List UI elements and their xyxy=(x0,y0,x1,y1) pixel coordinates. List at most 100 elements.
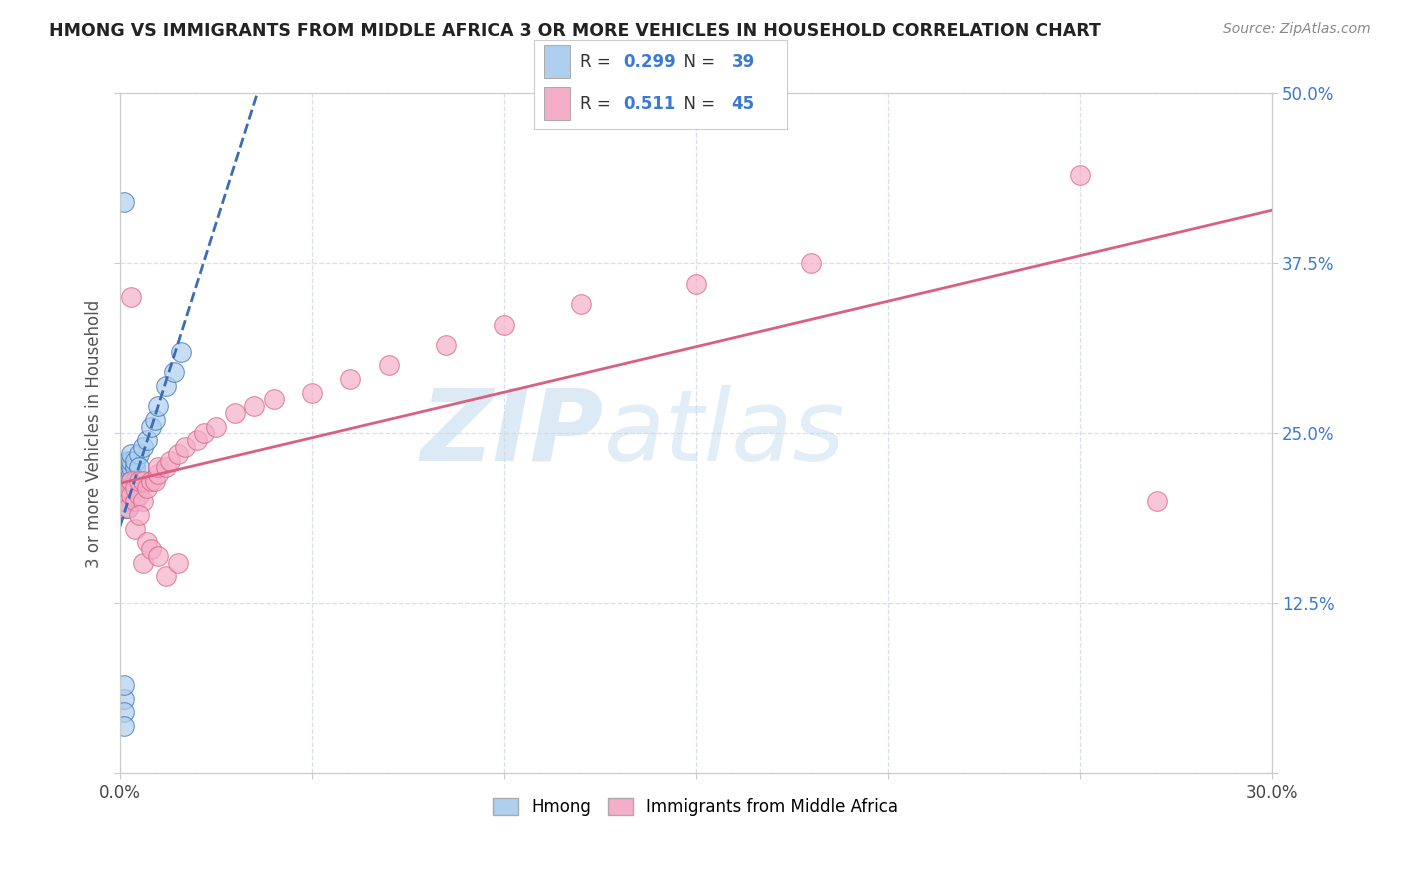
Point xyxy=(128,460,150,475)
Text: Source: ZipAtlas.com: Source: ZipAtlas.com xyxy=(1223,22,1371,37)
Point xyxy=(117,501,139,516)
Point xyxy=(1069,168,1091,182)
Text: HMONG VS IMMIGRANTS FROM MIDDLE AFRICA 3 OR MORE VEHICLES IN HOUSEHOLD CORRELATI: HMONG VS IMMIGRANTS FROM MIDDLE AFRICA 3… xyxy=(49,22,1101,40)
Point xyxy=(117,487,139,501)
Point xyxy=(112,501,135,516)
Point xyxy=(132,474,155,488)
Point xyxy=(139,474,162,488)
Point xyxy=(112,474,135,488)
Point xyxy=(121,474,143,488)
Point xyxy=(117,481,139,495)
Point xyxy=(128,487,150,501)
Point xyxy=(174,440,197,454)
Text: atlas: atlas xyxy=(603,384,845,482)
Point xyxy=(124,453,146,467)
Point xyxy=(339,372,361,386)
Point xyxy=(170,344,193,359)
Point xyxy=(139,541,162,556)
Point xyxy=(121,467,143,482)
Point xyxy=(132,556,155,570)
Point xyxy=(135,535,157,549)
Point xyxy=(800,256,823,270)
Point xyxy=(117,494,139,508)
Text: ZIP: ZIP xyxy=(420,384,603,482)
Text: N =: N = xyxy=(673,95,721,113)
Point xyxy=(569,297,592,311)
Point xyxy=(139,419,162,434)
Point xyxy=(117,501,139,516)
Point xyxy=(143,474,166,488)
Point xyxy=(117,481,139,495)
Point xyxy=(243,399,266,413)
Point xyxy=(112,705,135,719)
Y-axis label: 3 or more Vehicles in Household: 3 or more Vehicles in Household xyxy=(86,300,103,567)
Point xyxy=(121,481,143,495)
Point xyxy=(135,433,157,447)
Point xyxy=(163,365,186,379)
Point xyxy=(112,719,135,733)
Text: 0.299: 0.299 xyxy=(623,54,676,71)
Point xyxy=(155,460,177,475)
FancyBboxPatch shape xyxy=(544,45,569,78)
Point xyxy=(685,277,707,291)
Point xyxy=(135,481,157,495)
Point xyxy=(128,508,150,522)
Text: 0.511: 0.511 xyxy=(623,95,675,113)
Text: N =: N = xyxy=(673,54,721,71)
Point xyxy=(434,338,457,352)
Point xyxy=(224,406,246,420)
FancyBboxPatch shape xyxy=(544,87,569,120)
Point xyxy=(112,678,135,692)
Point xyxy=(121,453,143,467)
Point xyxy=(121,447,143,461)
Point xyxy=(112,460,135,475)
Point xyxy=(124,522,146,536)
Point xyxy=(132,440,155,454)
Text: 39: 39 xyxy=(731,54,755,71)
Point xyxy=(148,460,170,475)
Point xyxy=(124,460,146,475)
Point xyxy=(112,195,135,210)
Point xyxy=(143,413,166,427)
Text: 45: 45 xyxy=(731,95,755,113)
Point xyxy=(121,290,143,304)
Point xyxy=(117,453,139,467)
Point xyxy=(492,318,515,332)
Point xyxy=(117,474,139,488)
Point xyxy=(124,474,146,488)
Point xyxy=(166,556,188,570)
Point xyxy=(166,447,188,461)
Point xyxy=(377,359,399,373)
Point xyxy=(112,691,135,706)
Text: R =: R = xyxy=(579,95,616,113)
Point xyxy=(112,481,135,495)
Point xyxy=(205,419,228,434)
Point xyxy=(263,392,285,407)
Point xyxy=(112,467,135,482)
Point xyxy=(112,494,135,508)
Text: R =: R = xyxy=(579,54,616,71)
Point xyxy=(121,474,143,488)
Point xyxy=(148,467,170,482)
Point xyxy=(159,453,181,467)
Point xyxy=(121,460,143,475)
Point xyxy=(193,426,215,441)
Point xyxy=(117,467,139,482)
Point xyxy=(112,494,135,508)
Point xyxy=(301,385,323,400)
Point xyxy=(155,569,177,583)
Point xyxy=(128,447,150,461)
Point xyxy=(155,379,177,393)
Point xyxy=(124,481,146,495)
Legend: Hmong, Immigrants from Middle Africa: Hmong, Immigrants from Middle Africa xyxy=(486,791,905,823)
Point xyxy=(117,460,139,475)
Point xyxy=(132,494,155,508)
Point xyxy=(124,494,146,508)
Point xyxy=(186,433,208,447)
Point xyxy=(121,487,143,501)
Point xyxy=(148,549,170,563)
Point xyxy=(112,487,135,501)
Point xyxy=(148,399,170,413)
Point xyxy=(128,474,150,488)
Point xyxy=(1146,494,1168,508)
